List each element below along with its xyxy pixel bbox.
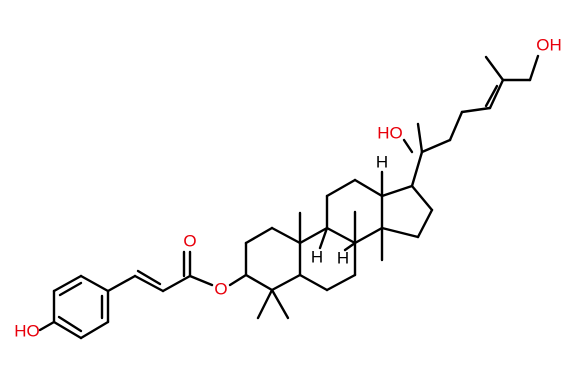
atom-label: O bbox=[214, 279, 227, 298]
atom-label: O bbox=[183, 231, 196, 250]
atom-label: H bbox=[337, 248, 349, 267]
bonds bbox=[38, 54, 540, 340]
atom-label: H bbox=[311, 247, 323, 266]
atom-label: HO bbox=[14, 321, 40, 340]
atom-label: OH bbox=[536, 35, 562, 54]
atom-label: HO bbox=[377, 123, 403, 142]
atom-label: H bbox=[376, 152, 388, 171]
